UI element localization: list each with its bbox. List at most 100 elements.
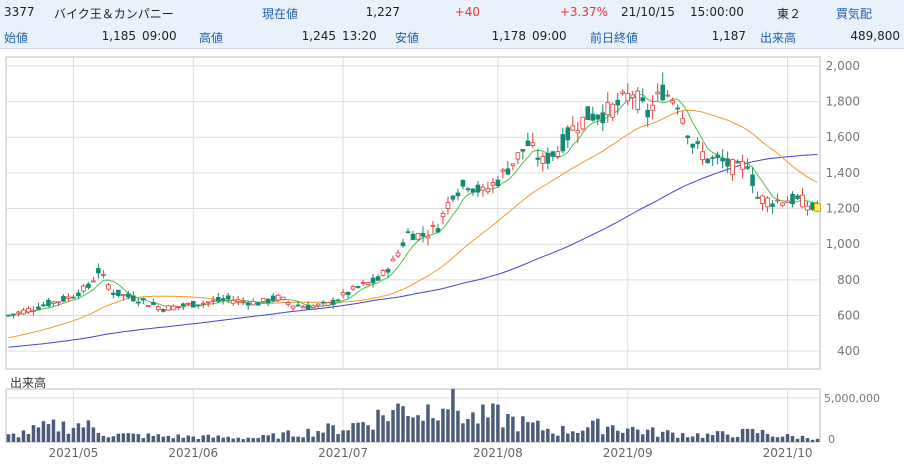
- candle-body: [151, 302, 156, 305]
- volume-bar: [800, 435, 805, 442]
- volume-bar: [241, 439, 245, 442]
- quote-time: 15:00:00: [690, 5, 744, 19]
- previous-close-label: 前日終値: [590, 31, 639, 45]
- candle-body: [225, 295, 231, 300]
- volume-bar: [586, 427, 590, 442]
- volume-bar: [431, 418, 435, 442]
- volume-bar: [660, 431, 665, 442]
- volume-bar: [191, 436, 196, 442]
- volume-bar: [161, 436, 166, 442]
- volume-bar: [411, 417, 415, 442]
- candle-body: [200, 302, 206, 305]
- volume-bar: [276, 438, 280, 442]
- volume-bar: [376, 409, 380, 442]
- volume-bar: [491, 403, 495, 442]
- volume-bar: [396, 403, 400, 442]
- candle-body: [280, 296, 286, 300]
- candle-body: [46, 299, 51, 307]
- candle-body: [215, 296, 221, 302]
- volume-bars: [6, 389, 820, 442]
- candle-body: [660, 84, 665, 101]
- candle-body: [535, 157, 541, 160]
- volume-bar: [336, 434, 340, 442]
- candle-body: [350, 285, 356, 290]
- candle-body: [36, 306, 41, 310]
- volume-bar: [186, 435, 191, 442]
- candle-body: [370, 277, 376, 284]
- volume-bar: [156, 434, 161, 442]
- candle-body: [230, 300, 236, 304]
- volume-bar: [26, 433, 31, 442]
- candle-body: [595, 114, 601, 120]
- volume-bar: [6, 434, 11, 442]
- candle-body: [440, 213, 446, 218]
- volume-bar: [536, 420, 540, 442]
- candle-body: [111, 292, 116, 295]
- volume-bar: [526, 422, 530, 442]
- candle-body: [625, 93, 631, 102]
- quote-header-row-1: 3377 バイク王＆カンパニー 現在値 1,227 +40 +3.37% 21/…: [0, 0, 904, 24]
- candle-body: [430, 224, 436, 227]
- volume-bar: [785, 434, 790, 442]
- volume-bar: [496, 404, 500, 442]
- volume-bar: [361, 422, 365, 442]
- volume-bar: [316, 431, 320, 442]
- volume-bar: [286, 430, 290, 442]
- candle-body: [325, 302, 331, 306]
- candle-body: [705, 158, 710, 164]
- volume-bar: [815, 438, 820, 442]
- volume-bar: [321, 432, 325, 442]
- candle-body: [315, 303, 321, 307]
- volume-bar: [326, 423, 330, 442]
- candle-body: [245, 302, 251, 306]
- volume-bar: [71, 427, 76, 442]
- month-tick-label: 2021/09: [603, 446, 653, 460]
- volume-bar: [331, 425, 335, 442]
- volume-bar: [106, 437, 111, 442]
- quote-board-label[interactable]: 買気配: [836, 7, 873, 21]
- volume-bar: [780, 436, 785, 442]
- candle-body: [330, 299, 336, 305]
- price-candles: [6, 72, 822, 319]
- price-tick-label: 400: [837, 344, 860, 358]
- volume-bar: [700, 437, 705, 442]
- candle-body: [385, 268, 391, 273]
- volume-bar: [755, 433, 760, 442]
- current-price-value: 1,227: [365, 5, 400, 19]
- volume-bar: [176, 434, 181, 442]
- candle-body: [690, 143, 695, 148]
- volume-bar: [96, 432, 101, 442]
- volume-bar: [790, 435, 795, 442]
- candle-body: [116, 289, 121, 296]
- candle-body: [785, 200, 790, 204]
- volume-bar: [675, 437, 680, 442]
- candle-body: [775, 199, 780, 202]
- quote-date: 21/10/15: [621, 5, 675, 19]
- candle-body: [675, 107, 680, 110]
- candle-body: [195, 304, 201, 307]
- candle-body: [530, 142, 536, 146]
- ma-short-line: [8, 93, 818, 317]
- candle-body: [141, 298, 146, 301]
- candle-body: [790, 193, 795, 205]
- volume-bar: [136, 434, 141, 442]
- volume-bar: [401, 406, 405, 442]
- volume-bar: [11, 433, 16, 442]
- candle-body: [665, 94, 670, 97]
- latest-candle: [814, 203, 822, 212]
- candle-body: [66, 296, 71, 299]
- candle-body: [560, 134, 566, 152]
- volume-bar: [306, 428, 310, 442]
- candle-body: [640, 97, 646, 102]
- candle-body: [615, 99, 621, 106]
- volume-bar: [236, 437, 240, 442]
- candle-body: [26, 308, 31, 313]
- volume-bar: [341, 430, 345, 442]
- candle-body: [126, 293, 131, 298]
- chart-grid: [5, 56, 821, 443]
- volume-bar: [131, 433, 136, 442]
- open-value: 1,185: [101, 29, 136, 43]
- stock-chart[interactable]: 400 600 800 1,000 1,200 1,400 1,600 1,800 2,000 2…: [0, 49, 904, 471]
- candle-body: [161, 308, 166, 312]
- volume-bar: [66, 433, 71, 442]
